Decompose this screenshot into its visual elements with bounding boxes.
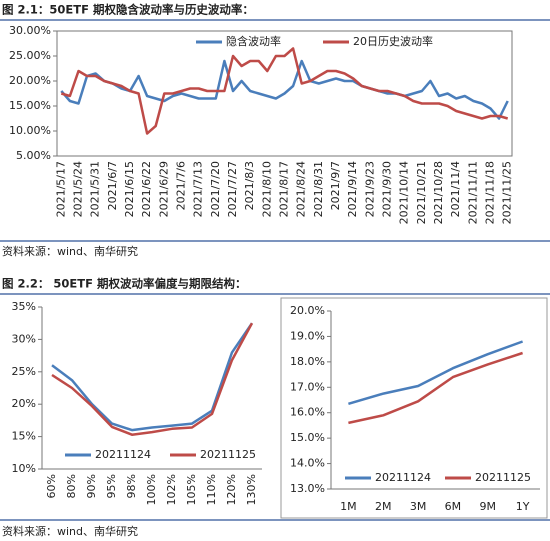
series-line	[348, 340, 524, 405]
y-tick-label: 20.00%	[9, 74, 51, 87]
x-tick-label: 2021/8/10	[260, 161, 273, 217]
y-tick-label: 30%	[12, 332, 36, 345]
x-tick-label: 2021/7/20	[209, 161, 222, 217]
x-tick-label: 2021/11/4	[449, 161, 462, 217]
y-tick-label: 5.00%	[16, 149, 51, 162]
y-tick-label: 10.00%	[9, 124, 51, 137]
legend-label: 20211125	[475, 471, 531, 484]
y-tick-label: 14.0%	[290, 457, 325, 470]
x-tick-label: 6M	[445, 500, 462, 513]
x-tick-label: 9M	[480, 500, 497, 513]
x-tick-label: 2021/6/22	[140, 161, 153, 217]
y-tick-label: 17.0%	[290, 380, 325, 393]
series-line	[348, 351, 523, 425]
x-tick-label: 2021/7/6	[174, 161, 187, 210]
x-tick-label: 2021/5/17	[54, 161, 67, 217]
x-tick-label: 110%	[205, 474, 218, 505]
x-tick-label: 2021/6/29	[157, 161, 170, 217]
series-line	[60, 59, 509, 120]
x-tick-label: 2021/8/24	[295, 161, 308, 217]
series-line	[51, 322, 254, 432]
source: 资料来源：wind、南华研究	[2, 244, 138, 258]
x-tick-label: 2021/10/28	[432, 161, 445, 224]
x-tick-label: 2021/10/21	[415, 161, 428, 224]
y-tick-label: 13.0%	[290, 482, 325, 495]
x-tick-label: 2021/5/24	[71, 161, 84, 217]
y-tick-label: 19.0%	[290, 329, 325, 342]
x-tick-label: 120%	[225, 474, 238, 505]
x-tick-label: 80%	[65, 474, 78, 498]
y-tick-label: 20.0%	[290, 304, 325, 317]
x-tick-label: 2021/7/13	[192, 161, 205, 217]
x-tick-label: 2021/11/11	[466, 161, 479, 224]
caption: 图 2.1：50ETF 期权隐含波动率与历史波动率：	[2, 3, 254, 17]
panel-border	[280, 297, 548, 519]
x-tick-label: 2021/11/18	[484, 161, 497, 224]
plot-frame	[56, 30, 513, 157]
y-tick-label: 35%	[12, 300, 36, 313]
y-tick-label: 15.0%	[290, 431, 325, 444]
series-line	[60, 47, 509, 135]
y-tick-label: 25%	[12, 365, 36, 378]
y-tick-label: 15.00%	[9, 99, 51, 112]
x-tick-label: 2021/9/30	[381, 161, 394, 217]
x-tick-label: 105%	[185, 474, 198, 505]
x-tick-label: 3M	[410, 500, 427, 513]
x-tick-label: 2021/11/25	[501, 161, 514, 224]
x-tick-label: 90%	[85, 474, 98, 498]
x-tick-label: 60%	[45, 474, 58, 498]
y-tick-label: 30.00%	[9, 24, 51, 37]
y-tick-label: 16.0%	[290, 406, 325, 419]
x-tick-label: 1Y	[516, 500, 530, 513]
x-tick-label: 2021/9/7	[329, 161, 342, 210]
legend-label: 20211124	[375, 471, 431, 484]
x-tick-label: 100%	[145, 474, 158, 505]
x-tick-label: 1M	[340, 500, 357, 513]
x-tick-label: 102%	[165, 474, 178, 505]
y-tick-label: 15%	[12, 430, 36, 443]
x-tick-label: 2021/7/27	[226, 161, 239, 217]
legend-label: 20211125	[200, 448, 256, 461]
x-tick-label: 2M	[375, 500, 392, 513]
legend-label: 20日历史波动率	[353, 34, 433, 48]
x-tick-label: 2021/8/3	[243, 161, 256, 210]
x-tick-label: 130%	[245, 474, 258, 505]
y-tick-label: 18.0%	[290, 355, 325, 368]
x-tick-label: 2021/8/17	[278, 161, 291, 217]
x-tick-label: 2021/9/23	[363, 161, 376, 217]
x-tick-label: 2021/6/7	[106, 161, 119, 210]
x-tick-label: 2021/5/31	[89, 161, 102, 217]
legend-label: 20211124	[95, 448, 151, 461]
x-tick-label: 98%	[125, 474, 138, 498]
legend-label: 隐含波动率	[226, 34, 281, 48]
x-tick-label: 2021/6/15	[123, 161, 136, 217]
series-line	[51, 322, 254, 436]
x-tick-label: 95%	[105, 474, 118, 498]
x-tick-label: 2021/8/31	[312, 161, 325, 217]
caption: 图 2.2： 50ETF 期权波动率偏度与期限结构：	[2, 277, 246, 291]
source: 资料来源：wind、南华研究	[2, 524, 138, 538]
y-tick-label: 10%	[12, 462, 36, 475]
x-tick-label: 2021/10/14	[398, 161, 411, 224]
x-tick-label: 2021/9/14	[346, 161, 359, 217]
y-tick-label: 25.00%	[9, 49, 51, 62]
y-tick-label: 20%	[12, 397, 36, 410]
